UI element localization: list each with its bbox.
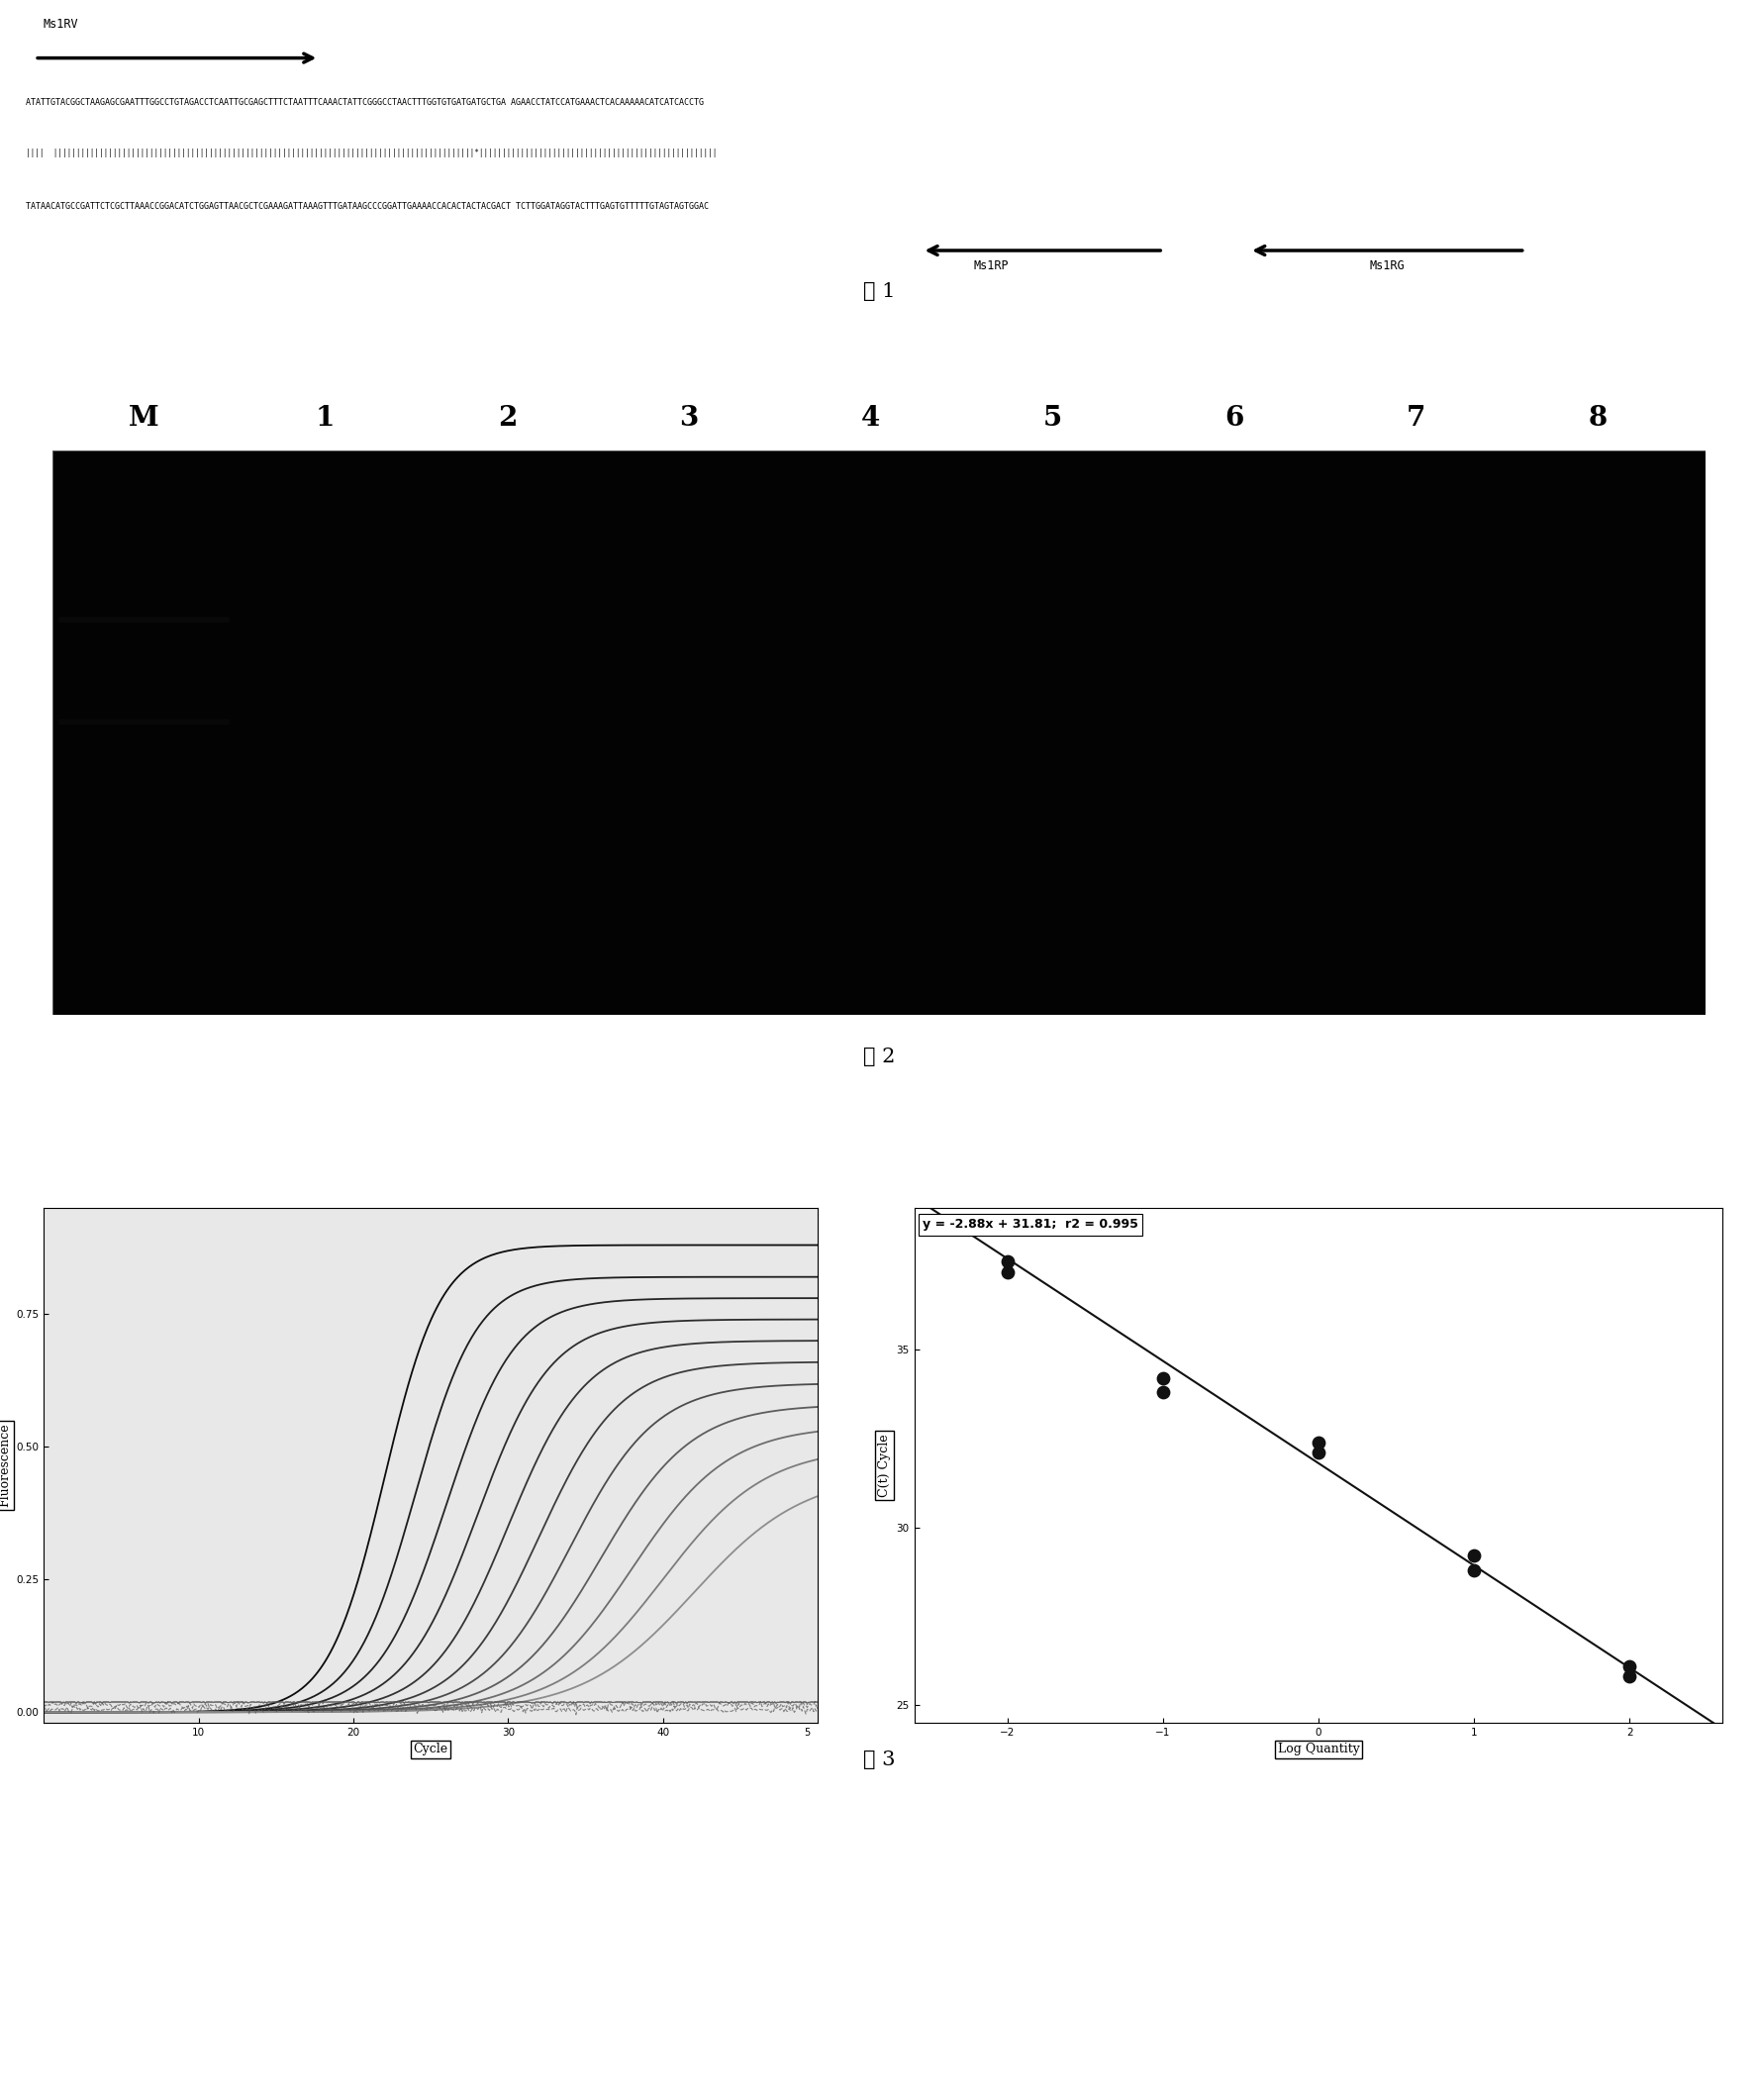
Y-axis label: C(t) Cycle: C(t) Cycle <box>877 1434 891 1497</box>
Text: Ms1RV: Ms1RV <box>44 19 79 31</box>
X-axis label: Log Quantity: Log Quantity <box>1278 1743 1359 1756</box>
Text: 1: 1 <box>316 405 336 433</box>
Point <box>1459 1539 1487 1573</box>
Point <box>1304 1426 1333 1459</box>
Text: M: M <box>128 405 158 433</box>
Text: ATATTGTACGGCTAAGAGCGAATTTGGCCTGTAGACCTCAATTGCGAGCTTTCTAATTTCAAACTATTCGGGCCTAACTT: ATATTGTACGGCTAAGAGCGAATTTGGCCTGTAGACCTCA… <box>26 99 705 107</box>
Point <box>1304 1436 1333 1470</box>
Text: 4: 4 <box>861 405 881 433</box>
Text: 7: 7 <box>1406 405 1426 433</box>
Text: 3: 3 <box>679 405 698 433</box>
Text: 图 1: 图 1 <box>863 284 895 302</box>
Point <box>1150 1376 1178 1409</box>
Text: 2: 2 <box>498 405 517 433</box>
Text: Ms1RP: Ms1RP <box>974 258 1009 271</box>
Y-axis label: Fluorescence: Fluorescence <box>0 1424 11 1508</box>
Text: 图 3: 图 3 <box>863 1751 895 1770</box>
Text: 5: 5 <box>803 1728 810 1739</box>
Point <box>1459 1554 1487 1588</box>
Text: Ms1RG: Ms1RG <box>1369 258 1405 271</box>
Point <box>1616 1648 1644 1682</box>
Point <box>1616 1659 1644 1693</box>
Text: ||||  ||||||||||||||||||||||||||||||||||||||||||||||||||||||||||||||||||||||||||: |||| |||||||||||||||||||||||||||||||||||… <box>26 149 717 158</box>
Point <box>993 1256 1021 1289</box>
Text: 6: 6 <box>1225 405 1245 433</box>
Text: 8: 8 <box>1587 405 1607 433</box>
Point <box>993 1245 1021 1279</box>
Text: y = -2.88x + 31.81;  r2 = 0.995: y = -2.88x + 31.81; r2 = 0.995 <box>923 1218 1137 1231</box>
X-axis label: Cycle: Cycle <box>413 1743 448 1756</box>
Text: 5: 5 <box>1042 405 1062 433</box>
Text: TATAACATGCCGATTCTCGCTTAAACCGGACATCTGGAGTTAACGCTCGAAAGATTAAAGTTTGATAAGCCCGGATTGAA: TATAACATGCCGATTCTCGCTTAAACCGGACATCTGGAGT… <box>26 202 708 212</box>
Point <box>1150 1361 1178 1394</box>
Text: 图 2: 图 2 <box>863 1048 895 1067</box>
